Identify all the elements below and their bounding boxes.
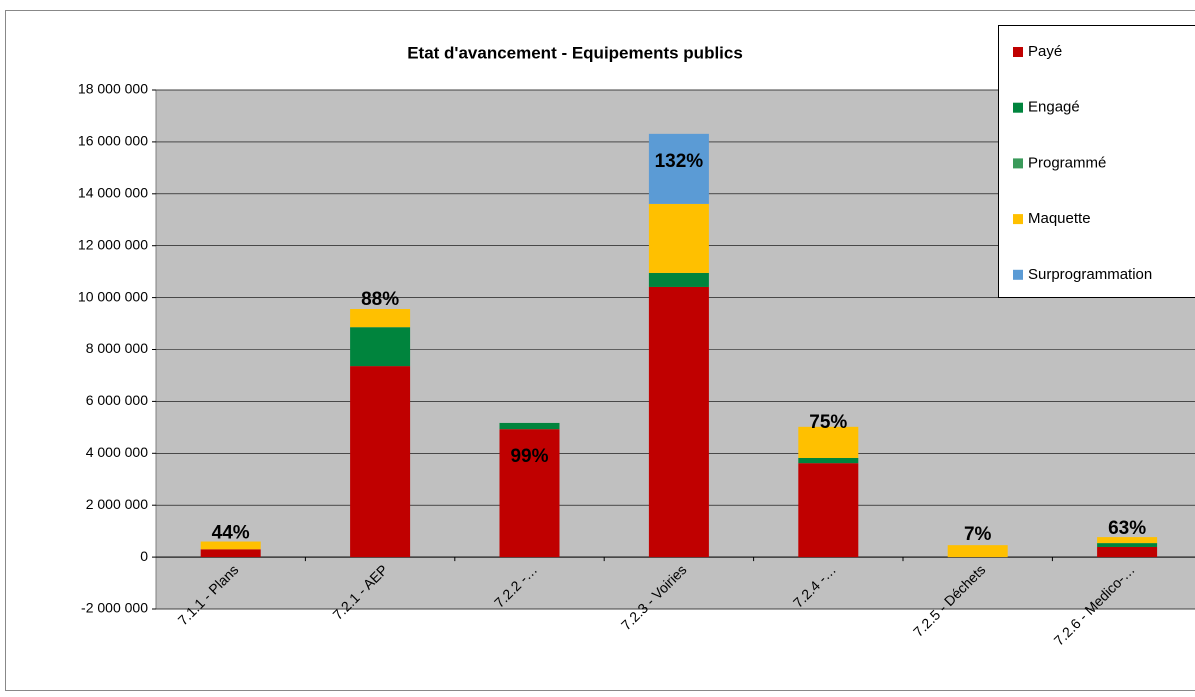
legend-swatch [1013, 158, 1023, 169]
bar-segment [648, 203, 709, 273]
bar-segment [200, 541, 261, 550]
bar-segment [350, 327, 411, 367]
bar-segment [798, 463, 859, 558]
legend-label: Maquette [1028, 210, 1091, 227]
legend-swatch [1013, 102, 1023, 113]
percent-label: 88% [361, 289, 399, 310]
bar-segment [648, 133, 709, 204]
y-tick-label: 16 000 000 [78, 133, 148, 149]
bar-segment [1097, 537, 1158, 544]
bar-segment [1097, 543, 1158, 547]
chart-title: Etat d'avancement - Equipements publics [407, 43, 743, 62]
y-tick-label: 12 000 000 [78, 236, 148, 252]
percent-label: 75% [809, 412, 847, 433]
legend-label: Programmé [1028, 154, 1106, 171]
percent-label: 7% [964, 524, 992, 545]
percent-label: 132% [655, 151, 704, 172]
legend-swatch [1013, 47, 1023, 57]
y-tick-label: 10 000 000 [78, 288, 148, 304]
legend-label: Surprogrammation [1028, 266, 1152, 283]
legend-swatch [1013, 214, 1023, 225]
bar-segment [499, 429, 560, 558]
y-tick-label: 0 [140, 548, 148, 564]
bar-segment [648, 272, 709, 287]
legend-box [998, 25, 1195, 298]
bar-segment [350, 309, 411, 328]
bar-segment [798, 457, 859, 464]
bar-segment [499, 422, 560, 430]
bar-segment [798, 426, 859, 458]
percent-label: 44% [212, 523, 250, 544]
legend-swatch [1013, 269, 1023, 280]
percent-label: 63% [1108, 518, 1146, 539]
y-tick-label: -2 000 000 [81, 600, 148, 616]
y-tick-label: 6 000 000 [86, 392, 148, 408]
y-tick-label: 14 000 000 [78, 185, 148, 201]
legend-label: Engagé [1028, 99, 1080, 116]
bar-segment [200, 549, 261, 558]
bar-segment [350, 366, 411, 558]
legend-label: Payé [1028, 43, 1062, 60]
bar-segment [1097, 546, 1158, 558]
percent-label: 99% [510, 446, 548, 467]
bar-segment [947, 545, 1008, 558]
y-tick-label: 2 000 000 [86, 496, 148, 512]
y-tick-label: 18 000 000 [78, 81, 148, 97]
bar-segment [648, 286, 709, 558]
y-tick-label: 8 000 000 [86, 340, 148, 356]
y-tick-label: 4 000 000 [86, 444, 148, 460]
